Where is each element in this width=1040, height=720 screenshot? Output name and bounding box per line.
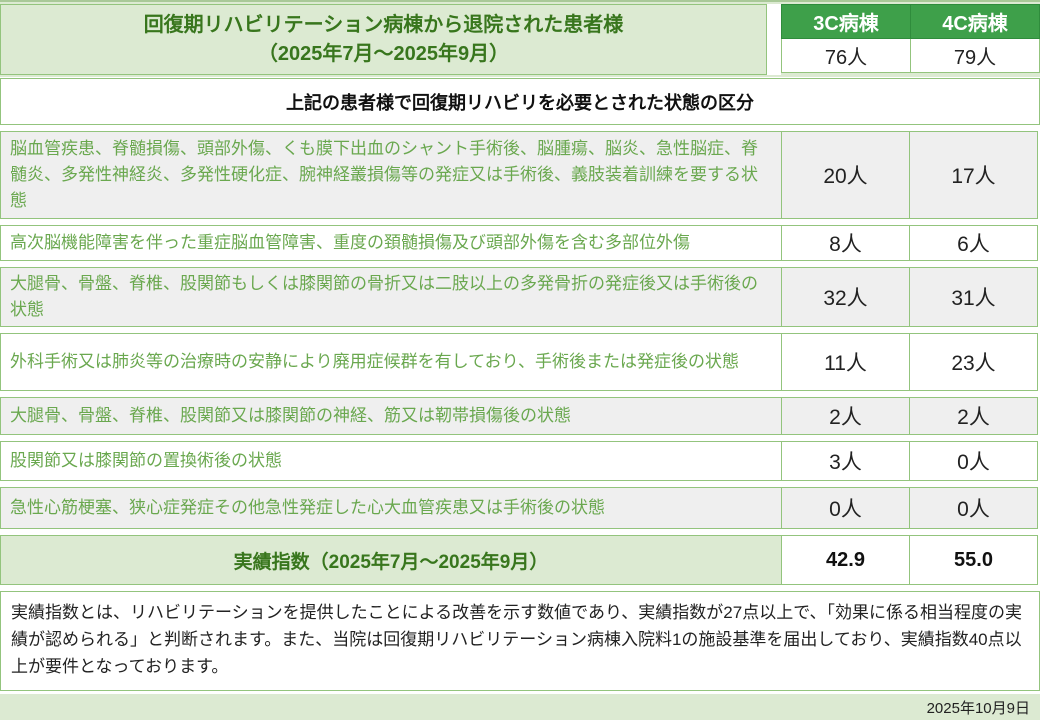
footnote-row: 実績指数とは、リハビリテーションを提供したことによる改善を示す数値であり、実績指… [0, 591, 1040, 691]
count-3c: 20人 [781, 131, 910, 219]
count-4c: 0人 [909, 441, 1038, 481]
table-row: 急性心筋梗塞、狭心症発症その他急性発症した心大血管疾患又は手術後の状態 0人 0… [0, 487, 1040, 529]
page-title-line1: 回復期リハビリテーション病棟から退院された患者様 [143, 13, 624, 36]
ward-columns: 3C病棟 4C病棟 76人 79人 [781, 4, 1040, 73]
count-4c: 17人 [909, 131, 1038, 219]
section-header: 上記の患者様で回復期リハビリを必要とされた状態の区分 [0, 78, 1040, 125]
table-row: 脳血管疾患、脊髄損傷、頭部外傷、くも膜下出血のシャント手術後、脳腫瘍、脳炎、急性… [0, 131, 1040, 219]
condition-label: 股関節又は膝関節の置換術後の状態 [0, 441, 782, 481]
performance-index-4c: 55.0 [909, 535, 1038, 585]
condition-label: 大腿骨、骨盤、脊椎、股関節又は膝関節の神経、筋又は靭帯損傷後の状態 [0, 397, 782, 435]
count-3c: 3人 [781, 441, 910, 481]
performance-index-label: 実績指数（2025年7月～2025年9月） [0, 535, 782, 585]
column-header-ward-3c: 3C病棟 [781, 4, 911, 39]
condition-label: 脳血管疾患、脊髄損傷、頭部外傷、くも膜下出血のシャント手術後、脳腫瘍、脳炎、急性… [0, 131, 782, 219]
condition-label: 大腿骨、骨盤、脊椎、股関節もしくは膝関節の骨折又は二肢以上の多発骨折の発症後又は… [0, 267, 782, 327]
count-4c: 23人 [909, 333, 1038, 391]
page-title-line2: （2025年7月～2025年9月） [257, 42, 510, 65]
table-row: 高次脳機能障害を伴った重症脳血管障害、重度の頚髄損傷及び頭部外傷を含む多部位外傷… [0, 225, 1040, 261]
date-strip: 2025年10月9日 [0, 694, 1040, 720]
ward-header-row: 3C病棟 4C病棟 [781, 4, 1040, 39]
count-3c: 2人 [781, 397, 910, 435]
table-body: 上記の患者様で回復期リハビリを必要とされた状態の区分 脳血管疾患、脊髄損傷、頭部… [0, 77, 1040, 694]
condition-label: 外科手術又は肺炎等の治療時の安静により廃用症候群を有しており、手術後または発症後… [0, 333, 782, 391]
condition-label: 高次脳機能障害を伴った重症脳血管障害、重度の頚髄損傷及び頭部外傷を含む多部位外傷 [0, 225, 782, 261]
count-3c: 0人 [781, 487, 910, 529]
table-row: 大腿骨、骨盤、脊椎、股関節もしくは膝関節の骨折又は二肢以上の多発骨折の発症後又は… [0, 267, 1040, 327]
count-4c: 2人 [909, 397, 1038, 435]
section-header-row: 上記の患者様で回復期リハビリを必要とされた状態の区分 [0, 78, 1040, 125]
footnote-text: 実績指数とは、リハビリテーションを提供したことによる改善を示す数値であり、実績指… [0, 591, 1040, 691]
count-4c: 0人 [909, 487, 1038, 529]
header-spacer [767, 4, 781, 75]
ward-total-row: 76人 79人 [781, 39, 1040, 73]
count-3c: 32人 [781, 267, 910, 327]
document-date: 2025年10月9日 [926, 699, 1030, 717]
page-title: 回復期リハビリテーション病棟から退院された患者様 （2025年7月～2025年9… [0, 4, 767, 75]
table-row: 大腿骨、骨盤、脊椎、股関節又は膝関節の神経、筋又は靭帯損傷後の状態 2人 2人 [0, 397, 1040, 435]
condition-label: 急性心筋梗塞、狭心症発症その他急性発症した心大血管疾患又は手術後の状態 [0, 487, 782, 529]
count-3c: 11人 [781, 333, 910, 391]
table-row: 外科手術又は肺炎等の治療時の安静により廃用症候群を有しており、手術後または発症後… [0, 333, 1040, 391]
performance-index-row: 実績指数（2025年7月～2025年9月） 42.9 55.0 [0, 535, 1040, 585]
count-3c: 8人 [781, 225, 910, 261]
count-4c: 31人 [909, 267, 1038, 327]
count-4c: 6人 [909, 225, 1038, 261]
column-header-ward-4c: 4C病棟 [910, 4, 1040, 39]
table-header-block: 回復期リハビリテーション病棟から退院された患者様 （2025年7月～2025年9… [0, 0, 1040, 77]
table-row: 股関節又は膝関節の置換術後の状態 3人 0人 [0, 441, 1040, 481]
ward-4c-total: 79人 [910, 39, 1040, 73]
performance-index-3c: 42.9 [781, 535, 910, 585]
ward-3c-total: 76人 [781, 39, 911, 73]
